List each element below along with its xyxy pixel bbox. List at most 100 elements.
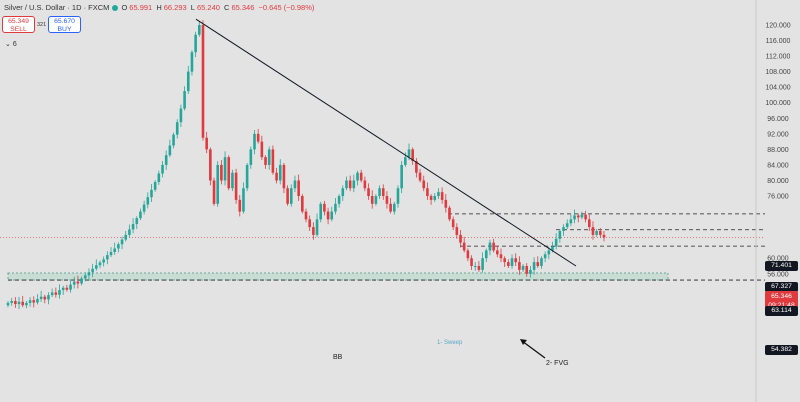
candle — [271, 149, 275, 173]
candle — [308, 219, 311, 228]
candle — [72, 281, 76, 285]
candle — [484, 250, 488, 259]
candle — [400, 164, 403, 189]
candle — [312, 227, 315, 235]
sell-label: SELL — [10, 26, 27, 33]
price-tick: 60.000 — [767, 256, 789, 263]
candle — [536, 262, 540, 266]
candle — [172, 134, 175, 146]
candle — [17, 301, 21, 305]
buy-price: 65.670 — [54, 18, 75, 25]
level-tag-71: 71.401 — [765, 261, 798, 271]
candle — [323, 203, 326, 212]
buy-button[interactable]: 65.670 BUY — [48, 16, 81, 33]
candle — [28, 300, 32, 303]
candle — [179, 108, 183, 123]
level-tag-63: 63.114 — [765, 306, 798, 316]
candle — [209, 149, 212, 181]
candle — [558, 231, 562, 239]
candle — [367, 188, 370, 197]
candle — [142, 204, 146, 212]
candle — [404, 157, 407, 165]
candle — [304, 211, 308, 220]
candle — [260, 141, 264, 158]
candle — [238, 199, 242, 212]
price-tick: 112.000 — [766, 54, 791, 61]
candle — [164, 155, 168, 165]
candle — [242, 188, 245, 212]
candle — [337, 196, 341, 204]
sweep-annotation: 1- Sweep — [437, 340, 463, 346]
zone-rect — [7, 272, 669, 281]
candle — [47, 295, 50, 300]
candle — [341, 188, 345, 197]
candles — [6, 20, 606, 309]
level-tag-67: 67.327 — [765, 282, 798, 292]
candle — [146, 197, 150, 205]
candle — [451, 219, 455, 228]
candle — [289, 188, 293, 204]
candle — [562, 227, 565, 232]
market-status-icon — [112, 4, 119, 11]
candle — [25, 302, 28, 306]
candle — [131, 224, 135, 230]
candle — [153, 182, 157, 190]
price-tick: 116.000 — [766, 38, 791, 45]
candle — [109, 252, 113, 256]
candle — [117, 244, 120, 249]
candle — [429, 196, 433, 200]
candle — [124, 234, 128, 240]
ohlc-low: 65.240 — [196, 3, 220, 12]
candle — [576, 215, 580, 218]
candle — [389, 203, 392, 212]
price-change: −0.645 (−0.98%) — [258, 3, 315, 12]
fvg-arrow — [521, 340, 546, 359]
arrow-head-icon — [520, 339, 527, 345]
candle — [186, 71, 190, 92]
candle — [503, 258, 506, 263]
symbol-title[interactable]: Silver / U.S. Dollar · 1D · FXCM — [4, 3, 110, 12]
candle — [334, 203, 337, 212]
chevron-down-icon: ⌄ — [5, 41, 11, 48]
candle — [6, 302, 10, 306]
candle — [411, 149, 414, 162]
candle — [91, 268, 94, 273]
indicators-toggle[interactable]: ⌄ 6 — [5, 40, 17, 48]
candle — [444, 199, 448, 208]
candle — [565, 223, 569, 228]
candle — [135, 218, 139, 225]
candle — [370, 196, 374, 204]
ohlc-key: C — [224, 3, 230, 12]
candle — [227, 157, 231, 189]
ohlc-key: L — [190, 3, 195, 12]
candle — [532, 262, 536, 270]
candle — [267, 149, 271, 165]
candle — [407, 149, 411, 158]
candle — [507, 262, 510, 266]
candle — [573, 215, 576, 220]
candle — [286, 188, 289, 204]
candle — [198, 25, 201, 35]
candle — [437, 192, 440, 197]
price-tick: 96.000 — [767, 116, 789, 123]
ohlc-key: H — [156, 3, 162, 12]
candle — [76, 281, 80, 284]
candle — [569, 219, 573, 224]
candle — [584, 214, 587, 220]
sell-button[interactable]: 65.349 SELL — [2, 16, 35, 33]
current-price: 65.346 — [771, 293, 792, 300]
price-tick: 84.000 — [767, 162, 789, 169]
candle — [554, 238, 558, 247]
candle — [433, 196, 437, 200]
trendline-line[interactable] — [195, 18, 577, 267]
candle — [201, 25, 205, 138]
candle — [120, 239, 124, 245]
candle — [580, 214, 584, 218]
price-tick: 104.000 — [765, 85, 790, 92]
candle — [106, 255, 109, 260]
candle — [529, 269, 532, 274]
candle — [326, 211, 330, 220]
ohlc-key: O — [121, 3, 128, 12]
buy-label: BUY — [57, 26, 72, 33]
